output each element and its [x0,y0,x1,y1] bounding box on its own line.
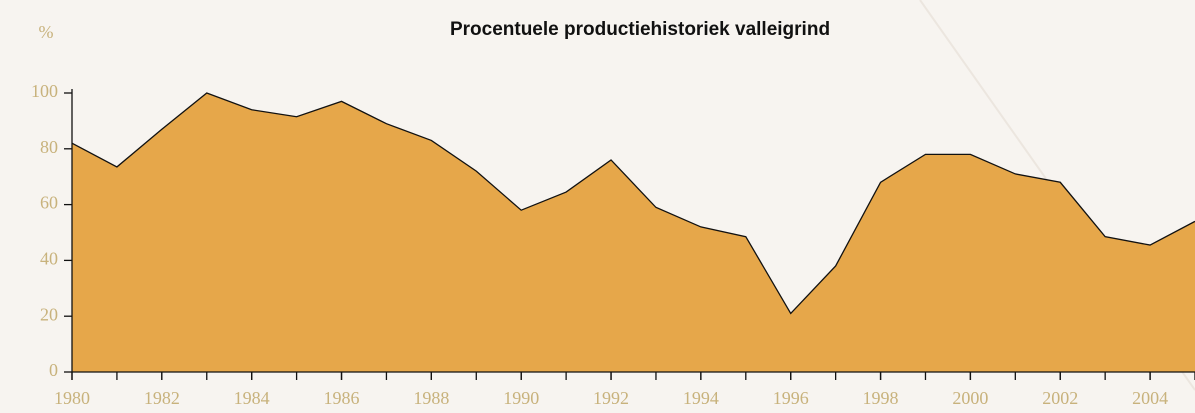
x-tick-label: 1994 [683,388,719,408]
x-tick-label: 1982 [144,388,180,408]
y-axis-label: % [39,22,54,42]
y-tick-label: 80 [40,137,58,157]
x-tick-label: 1998 [863,388,899,408]
y-tick-label: 40 [40,249,58,269]
y-tick-label: 60 [40,193,58,213]
x-tick-label: 1996 [773,388,809,408]
x-tick-label: 1992 [593,388,629,408]
area-line [71,92,1195,315]
chart-title: Procentuele productiehistoriek valleigri… [450,19,830,40]
x-tick-label: 2004 [1132,388,1168,408]
y-tick-label: 100 [31,81,58,101]
x-tick-label: 1990 [503,388,539,408]
x-tick-label: 1988 [413,388,449,408]
y-tick-label: 20 [40,304,58,324]
x-tick-label: 1986 [324,388,360,408]
x-tick-label: 2002 [1042,388,1078,408]
x-tick-label: 1980 [54,388,90,408]
x-tick-label: 2000 [952,388,988,408]
x-tick-label: 1984 [234,388,270,408]
y-tick-label: 0 [49,360,58,380]
area [72,93,1195,372]
